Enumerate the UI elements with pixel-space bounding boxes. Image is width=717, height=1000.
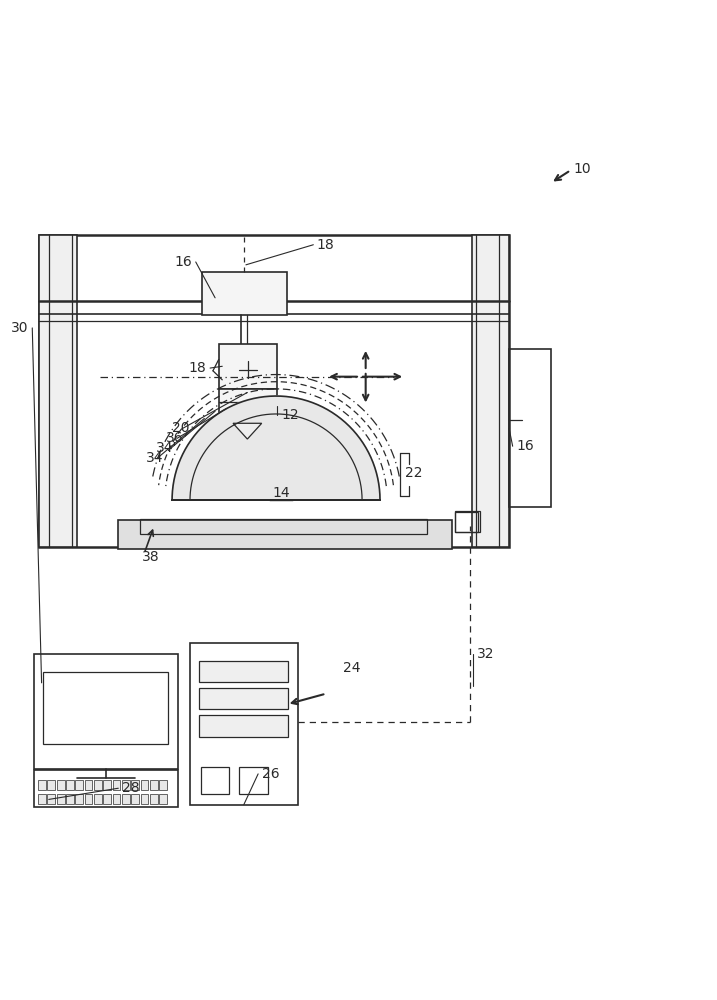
Bar [39,235,509,547]
Bar [113,780,120,790]
Bar [122,780,130,790]
Bar [131,794,139,804]
Text: 34': 34' [156,441,178,455]
Bar [122,794,130,804]
Bar [39,235,77,547]
Bar [472,235,509,547]
Bar [159,780,167,790]
Bar [47,780,55,790]
Bar [141,794,148,804]
Bar [140,519,427,534]
Bar [34,770,178,807]
Text: 34: 34 [146,451,163,465]
Text: 14: 14 [272,486,290,500]
Bar [57,794,65,804]
Bar [150,780,158,790]
Bar [159,794,167,804]
Text: 24: 24 [343,661,360,675]
Text: 36: 36 [166,431,184,445]
Bar [113,794,120,804]
Polygon shape [172,396,380,500]
Bar [239,767,268,794]
Bar [103,794,111,804]
Text: 26: 26 [262,767,280,781]
Bar [150,794,158,804]
Bar [57,780,65,790]
Bar [75,780,83,790]
Bar [141,780,148,790]
Bar [201,767,229,794]
Bar [66,780,74,790]
Bar [103,780,111,790]
Bar [455,511,480,532]
Text: 28: 28 [122,781,140,795]
Bar [66,794,74,804]
Text: 12: 12 [281,408,299,422]
Bar [94,780,102,790]
Text: 22: 22 [405,466,422,480]
Bar [118,520,452,549]
Bar [94,794,102,804]
Text: 10: 10 [574,162,592,176]
Text: 30: 30 [11,321,29,335]
Bar [47,794,55,804]
Bar [219,344,277,389]
Text: 16: 16 [174,255,192,269]
Bar [199,688,288,709]
Bar [199,715,288,737]
Text: 20: 20 [172,421,189,435]
Bar [85,794,92,804]
Bar [455,512,478,532]
Bar [38,780,46,790]
Bar [38,794,46,804]
Polygon shape [233,423,262,439]
Bar [190,643,298,805]
Text: 18: 18 [317,238,335,252]
Bar [199,661,288,682]
Bar [219,389,277,423]
Bar [131,780,139,790]
Bar [202,272,287,315]
Text: 38: 38 [142,550,160,564]
Text: 32: 32 [477,647,494,661]
Bar [509,349,551,507]
Text: 16: 16 [516,439,534,453]
Bar [43,672,168,744]
Bar [75,794,83,804]
Bar [34,654,178,769]
Bar [85,780,92,790]
Text: 18: 18 [189,361,206,375]
